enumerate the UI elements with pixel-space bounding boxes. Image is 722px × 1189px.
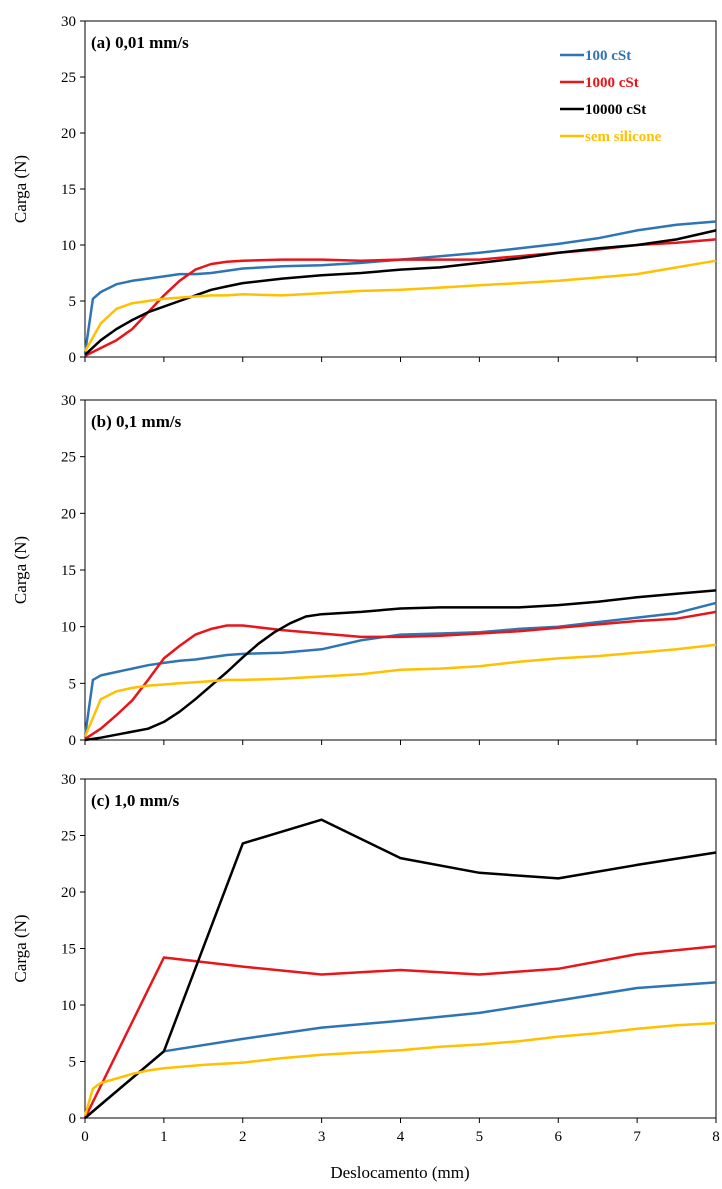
y-tick-label: 10 (61, 998, 76, 1014)
y-tick-label: 20 (61, 506, 76, 522)
y-tick-label: 5 (69, 1055, 77, 1071)
plot-area (84, 778, 717, 1119)
panel-title: (a) 0,01 mm/s (91, 33, 189, 52)
y-axis-label: Carga (N) (11, 536, 30, 604)
legend-label: 1000 cSt (585, 75, 639, 91)
legend-label: 10000 cSt (585, 102, 646, 118)
chart-panel-1: 0 5 10 15 20 25 30 Carga (N) (a) 0,01 mm/s 100 cS… (11, 14, 717, 366)
series-line-1000-cSt (83, 944, 717, 1119)
y-tick-label: 15 (61, 942, 76, 958)
series-line-sem-silicone (83, 643, 717, 738)
y-tick-label: 0 (69, 350, 77, 366)
series-line-10000-cSt (84, 818, 717, 1119)
y-tick-label: 5 (69, 676, 77, 692)
y-tick-label: 25 (61, 70, 76, 86)
y-tick-label: 15 (61, 182, 76, 198)
x-tick-label: 6 (555, 1129, 563, 1145)
series-line-sem-silicone (83, 1021, 717, 1117)
y-tick-label: 30 (61, 14, 76, 30)
y-tick-label: 0 (69, 733, 77, 749)
y-tick-label: 25 (61, 450, 76, 466)
panel-title: (b) 0,1 mm/s (91, 412, 182, 431)
y-tick-label: 30 (61, 772, 76, 788)
series-line-sem-silicone (83, 259, 717, 353)
chart-panel-2: 0 5 10 15 20 25 30 Carga (N) (b) 0,1 mm/s (11, 393, 717, 749)
y-axis-label: Carga (N) (11, 155, 30, 223)
x-axis-label: Deslocamento (mm) (330, 1163, 469, 1182)
x-tick-label: 4 (397, 1129, 405, 1145)
panel-title: (c) 1,0 mm/s (91, 791, 180, 810)
y-axis-label: Carga (N) (11, 914, 30, 982)
y-tick-label: 20 (61, 885, 76, 901)
x-tick-label: 5 (476, 1129, 484, 1145)
x-tick-label: 3 (318, 1129, 326, 1145)
legend-label: 100 cSt (585, 48, 631, 64)
plot-area (84, 399, 717, 741)
y-tick-label: 0 (69, 1111, 77, 1127)
y-tick-label: 10 (61, 620, 76, 636)
y-tick-label: 30 (61, 393, 76, 409)
y-tick-label: 5 (69, 294, 77, 310)
y-tick-label: 10 (61, 238, 76, 254)
series-line-100-cSt (83, 220, 717, 354)
series-line-100-cSt (83, 601, 717, 737)
series-line-10000-cSt (84, 229, 717, 356)
x-tick-label: 1 (160, 1129, 168, 1145)
x-tick-label: 2 (239, 1129, 247, 1145)
plot-area (84, 20, 717, 358)
y-tick-label: 25 (61, 829, 76, 845)
series-line-10000-cSt (84, 589, 717, 742)
y-tick-label: 15 (61, 563, 76, 579)
y-tick-label: 20 (61, 126, 76, 142)
legend-label: sem silicone (585, 129, 662, 145)
x-tick-label: 0 (81, 1129, 89, 1145)
chart-panel-3: 0 5 10 15 20 25 30 0 1 2 3 4 5 6 7 8 Carga (N) (c) 1,0 mm… (11, 772, 720, 1145)
x-tick-label: 8 (712, 1129, 720, 1145)
series-line-100-cSt (84, 981, 717, 1119)
legend: 100 cSt 1000 cSt 10000 cSt sem silicone (560, 48, 662, 145)
x-tick-label: 7 (633, 1129, 641, 1145)
